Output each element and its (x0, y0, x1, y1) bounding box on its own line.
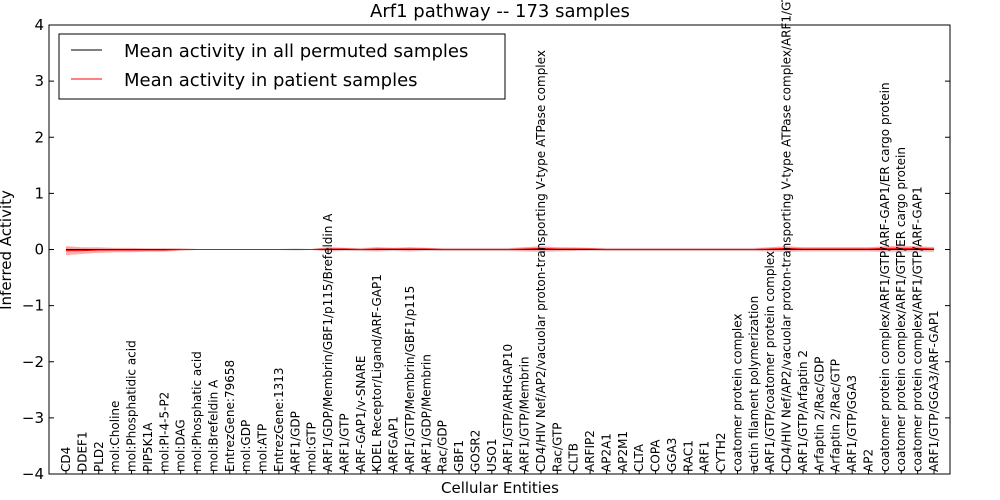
x-tick-label: ARF1 (698, 441, 712, 472)
x-tick-label: PLD2 (92, 441, 106, 472)
y-tick-label: −2 (22, 353, 44, 371)
x-tick-label: GBF1 (452, 440, 466, 472)
y-axis-label: Inferred Activity (0, 190, 15, 310)
x-tick-label: ARF1/GTP/Membrin/GBF1/p115 (403, 286, 417, 472)
x-tick-label: DDEF1 (75, 431, 89, 472)
legend-entry: Mean activity in patient samples (124, 70, 418, 91)
x-tick-label: coatomer protein complex (730, 314, 744, 472)
x-tick-label: RAC1 (681, 440, 695, 472)
y-tick-label: −1 (22, 297, 44, 315)
legend-box (58, 33, 506, 100)
x-tick-label: CD4/HIV Nef/AP2/vacuolar proton-transpor… (780, 0, 794, 472)
x-tick-label: ARF-GAP1/v-SNARE (354, 356, 368, 472)
x-tick-label: ARFIP2 (583, 430, 597, 472)
x-tick-label: actin filament polymerization (747, 296, 761, 472)
legend-entry: Mean activity in all permuted samples (124, 41, 468, 62)
x-tick-label: ARF1/GTP/Membrin (518, 356, 532, 472)
x-tick-label: EntrezGene:1313 (272, 368, 286, 473)
x-tick-label: mol:GDP (239, 420, 253, 472)
x-tick-label: Rac/GDP (436, 420, 450, 472)
x-tick-label: USO1 (485, 439, 499, 472)
y-tick-label: −4 (22, 465, 44, 483)
x-tick-label: AP2M1 (616, 431, 630, 472)
x-tick-label: EntrezGene:79658 (223, 360, 237, 472)
x-tick-label: ARF1/GTP/GGA3 (845, 375, 859, 472)
chart-title: Arf1 pathway -- 173 samples (370, 1, 630, 22)
x-tick-label: ARF1/GDP/Membrin/GBF1/p115/Brefeldin A (321, 213, 335, 472)
x-tick-label: ARF1/GDP/Membrin (419, 354, 433, 472)
x-tick-label: ARF1/GTP (337, 413, 351, 472)
x-tick-label: COPA (649, 439, 663, 472)
x-tick-label: PIP5K1A (141, 422, 155, 472)
x-tick-label: mol:GTP (305, 422, 319, 472)
x-tick-label: mol:PI-4-5-P2 (157, 392, 171, 472)
x-tick-label: CD4/HIV Nef/AP2/vacuolar proton-transpor… (534, 50, 548, 472)
x-tick-label: ARF1/GTP/ARHGAP10 (501, 344, 515, 472)
x-tick-label: mol:Phosphatic acid (190, 351, 204, 472)
y-tick-label: 0 (34, 241, 44, 259)
x-tick-label: ARF1/GTP/coatomer protein complex (763, 251, 777, 472)
x-tick-label: Arfaptin 2/Rac/GDP (812, 357, 826, 472)
x-tick-label: ARF1/GTP/GGA3/ARF-GAP1 (927, 310, 941, 472)
y-tick-label: 4 (34, 16, 44, 34)
legend: Mean activity in all permuted samples Mea… (58, 33, 506, 100)
x-tick-label: coatomer protein complex/ARF1/GTP/ARF-GA… (878, 82, 892, 472)
x-tick-label: GOSR2 (468, 430, 482, 472)
y-tick-label: 1 (34, 184, 44, 202)
x-tick-label: CLTA (632, 443, 646, 472)
series-line (66, 247, 935, 252)
x-tick-label: Rac/GTP (550, 422, 564, 472)
x-tick-label: AP2A1 (599, 433, 613, 472)
x-tick-label: CYTH2 (714, 433, 728, 473)
y-tick-label: 2 (34, 128, 44, 146)
x-tick-label: coatomer protein complex/ARF1/GTP/ER car… (894, 147, 908, 472)
y-tick-label: −3 (22, 409, 44, 427)
x-tick-label: mol:Choline (108, 401, 122, 472)
x-tick-label: ARF1/GDP (288, 411, 302, 472)
x-tick-label: ARFGAP1 (387, 416, 401, 472)
x-tick-label: mol:DAG (174, 419, 188, 472)
x-tick-label: KDEL Receptor/Ligand/ARF-GAP1 (370, 274, 384, 472)
x-tick-label: coatomer protein complex/ARF1/GTP/ARF-GA… (911, 186, 925, 472)
x-tick-label: AP2 (861, 449, 875, 472)
x-tick-label: mol:ATP (256, 424, 270, 472)
x-tick-label: CD4 (59, 447, 73, 472)
y-tick-label: 3 (34, 72, 44, 90)
x-tick-label: mol:Brefeldin A (206, 379, 220, 472)
x-tick-label: GGA3 (665, 438, 679, 472)
x-tick-label: ARF1/GTP/Arfaptin 2 (796, 350, 810, 472)
x-tick-label: CLTB (567, 443, 581, 472)
x-tick-label: Arfaptin 2/Rac/GTP (829, 359, 843, 472)
x-tick-label: mol:Phosphatidic acid (125, 340, 139, 472)
x-axis-label: Cellular Entities (441, 479, 559, 497)
series-band (66, 246, 934, 256)
